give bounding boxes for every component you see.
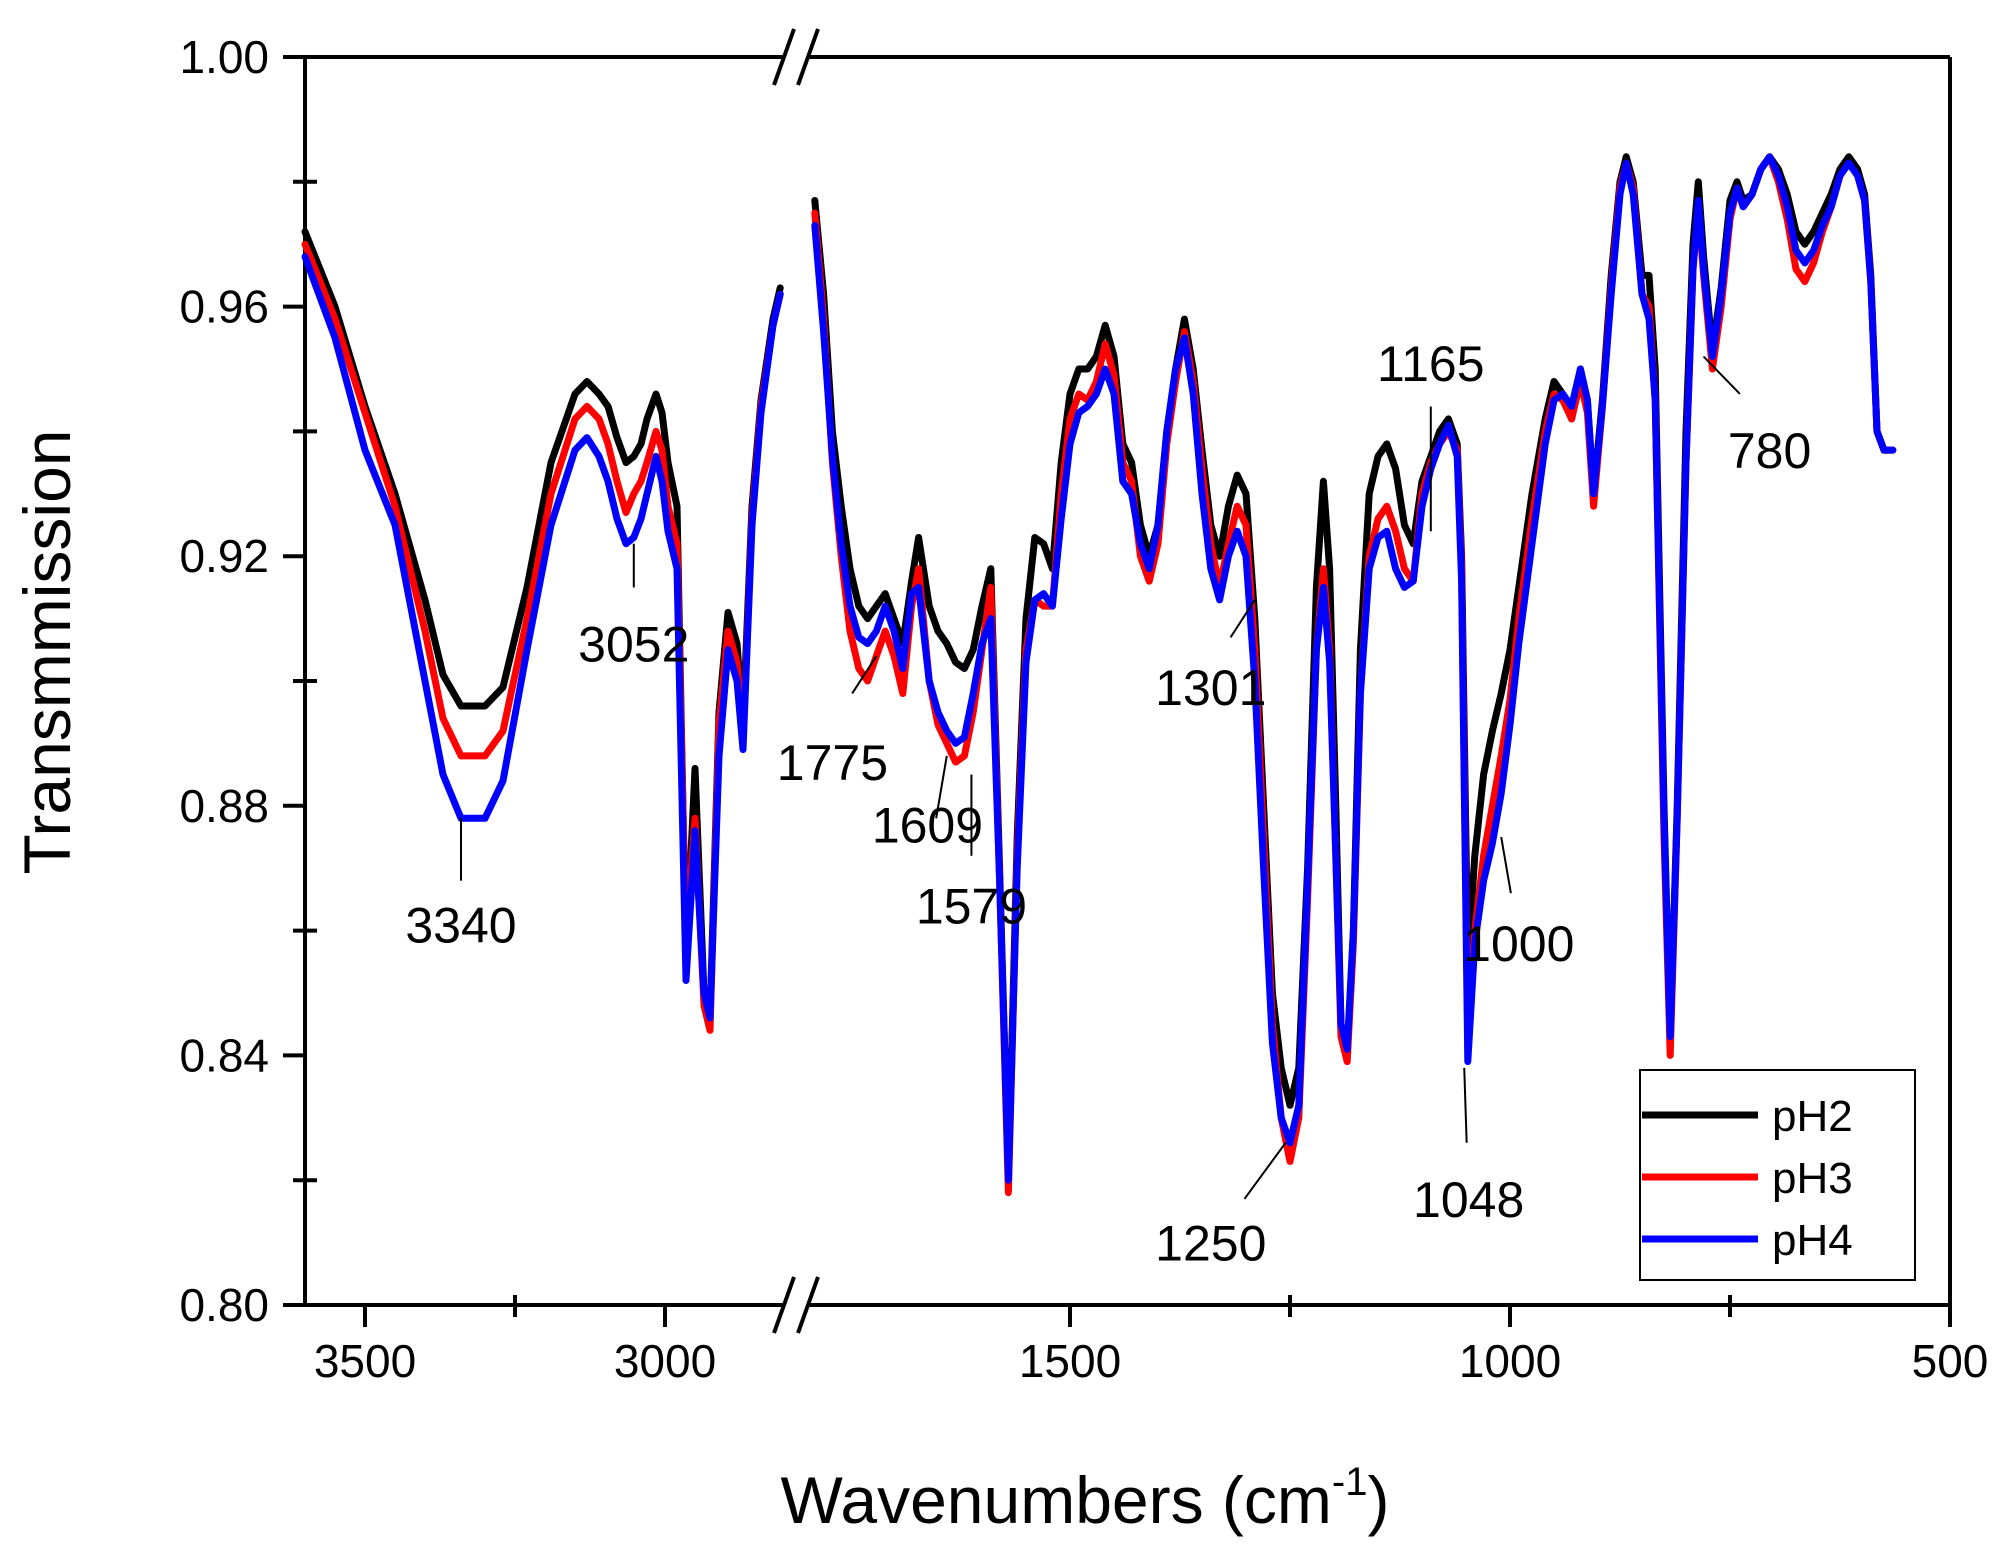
annotation-leader-1250 <box>1243 1142 1287 1200</box>
annotation-leader-1775 <box>851 655 878 695</box>
series-line-pH4-segment-1 <box>301 253 784 1022</box>
x-axis-title-main: Wavenumbers (cm <box>781 1463 1332 1537</box>
axes-layer: 0.80 0.84 0.88 0.92 0.96 1.00 3500 3000 1500 1000… <box>179 31 1988 1387</box>
annotation-label-1609: 1609 <box>872 798 983 854</box>
y-tick-label: 0.96 <box>179 281 269 333</box>
x-tick-label: 3000 <box>614 1335 716 1387</box>
x-axis-title-close: ) <box>1367 1463 1389 1537</box>
annotation-label-3052: 3052 <box>578 617 689 673</box>
axis-break-mark-bottom-1 <box>772 1276 796 1334</box>
series-line-pH4-segment-2 <box>811 153 1897 1184</box>
annotation-leader-1609 <box>935 755 948 819</box>
x-tick-label: 500 <box>1912 1335 1989 1387</box>
annotation-label-1579: 1579 <box>916 879 1027 935</box>
annotation-label-780: 780 <box>1728 423 1811 479</box>
x-tick-label: 1000 <box>1459 1335 1561 1387</box>
series-layer <box>301 153 1897 1197</box>
annotation-label-1000: 1000 <box>1463 916 1574 972</box>
annotation-label-1301: 1301 <box>1155 660 1266 716</box>
x-tick-label: 1500 <box>1019 1335 1121 1387</box>
y-axis-title: Transmmission <box>10 430 84 875</box>
annotation-leader-780 <box>1702 355 1741 395</box>
y-tick-label: 0.92 <box>179 530 269 582</box>
annotation-leader-1000 <box>1500 836 1512 894</box>
legend-label-pH3: pH3 <box>1772 1154 1853 1203</box>
annotation-label-1048: 1048 <box>1413 1172 1524 1228</box>
y-tick-label: 0.84 <box>179 1029 269 1081</box>
annotation-label-3340: 3340 <box>405 897 516 953</box>
legend-label-pH2: pH2 <box>1772 1092 1853 1141</box>
axis-break-mark-bottom-2 <box>796 1276 820 1334</box>
annotation-leader-1048 <box>1463 1067 1468 1143</box>
annotation-label-1250: 1250 <box>1155 1216 1266 1272</box>
plot-frame <box>303 28 1952 1334</box>
y-tick-label: 0.80 <box>179 1279 269 1331</box>
annotation-label-1775: 1775 <box>777 735 888 791</box>
series-line-pH2-segment-1 <box>301 228 784 1022</box>
y-tick-label: 1.00 <box>179 31 269 83</box>
legend-label-pH4: pH4 <box>1772 1216 1853 1265</box>
axis-break-mark-top-2 <box>796 28 820 86</box>
legend: pH2 pH3 pH4 <box>1639 1069 1916 1281</box>
x-axis-title-sup: -1 <box>1332 1460 1368 1504</box>
annotation-layer: 3340 3052 1775 1609 1579 1301 1250 1165 1048 1000… <box>405 336 1811 1272</box>
axis-break-mark-top-1 <box>772 28 796 86</box>
annotation-leader-1301 <box>1229 599 1256 638</box>
annotation-label-1165: 1165 <box>1377 336 1485 392</box>
series-line-pH3-segment-1 <box>301 240 784 1034</box>
x-tick-label: 3500 <box>314 1335 416 1387</box>
x-axis-title: Wavenumbers (cm-1) <box>781 1460 1390 1537</box>
y-tick-label: 0.88 <box>179 780 269 832</box>
